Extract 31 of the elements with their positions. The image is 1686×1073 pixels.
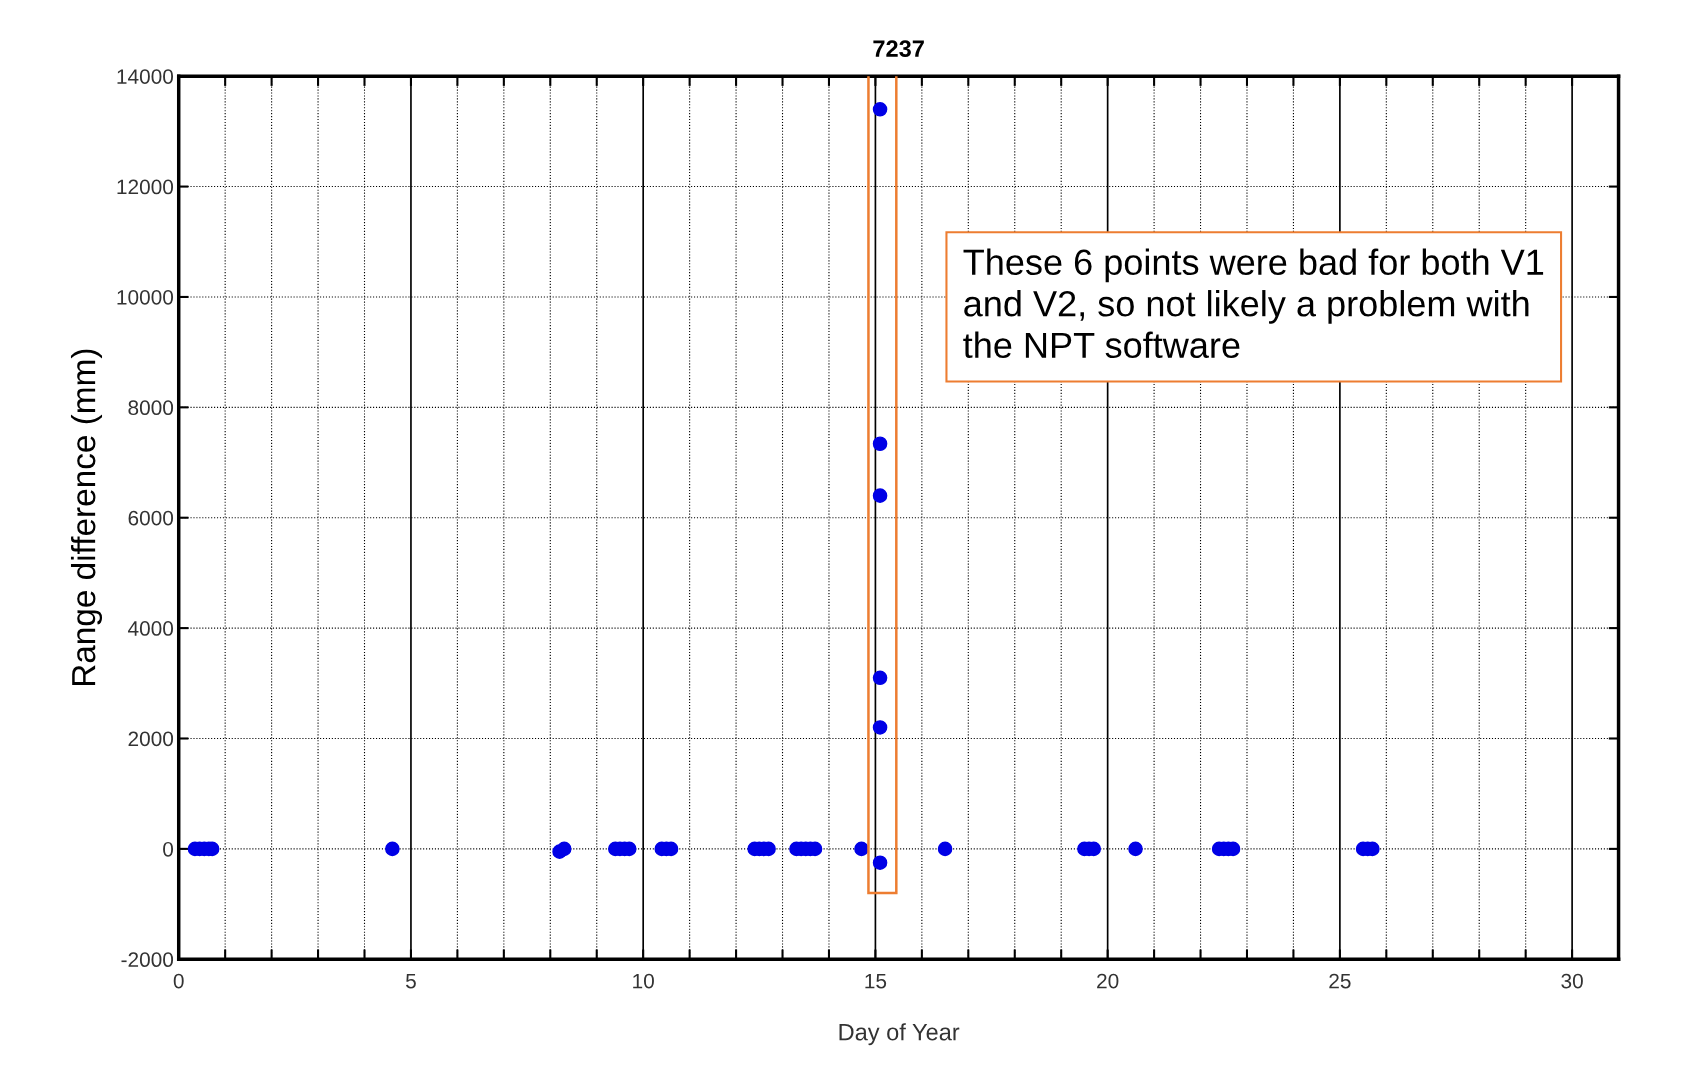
- y-tick-label: 6000: [128, 510, 174, 526]
- point: [872, 488, 888, 503]
- x-tick-label: 15: [865, 973, 887, 989]
- point: [385, 841, 400, 857]
- y-tick-label: 4000: [127, 621, 174, 636]
- y-tick-label: -2000: [121, 952, 174, 968]
- x-tick-label: 20: [1097, 973, 1119, 989]
- y-tick-label: 14000: [117, 69, 174, 84]
- y-tick-label: 12000: [117, 179, 174, 195]
- point: [872, 720, 888, 735]
- x-tick-label: 0: [173, 973, 184, 989]
- x-tick-label: 5: [405, 973, 416, 989]
- y-axis-title: Range difference (mm): [70, 349, 103, 686]
- x-tick-label: 25: [1329, 973, 1351, 989]
- y-tick-label: 8000: [128, 400, 174, 416]
- x-axis-title: Day of Year: [839, 1023, 960, 1046]
- y-tick-label: 10000: [117, 289, 174, 305]
- point: [854, 841, 869, 857]
- y-tick-label: 2000: [128, 731, 174, 747]
- point: [872, 855, 888, 870]
- x-tick-label: 30: [1561, 973, 1583, 989]
- point: [1128, 841, 1143, 857]
- point: [937, 841, 953, 857]
- chart-title: 7237: [873, 40, 924, 57]
- point: [872, 436, 888, 452]
- point: [556, 841, 572, 857]
- y-tick-label: 0: [163, 841, 174, 857]
- x-tick-label: 10: [633, 973, 654, 989]
- point: [872, 102, 888, 117]
- point: [872, 670, 888, 686]
- annotation: These 6 points were bad for both V1 and V2, so not likely a problem with the NPT software: [963, 248, 1544, 359]
